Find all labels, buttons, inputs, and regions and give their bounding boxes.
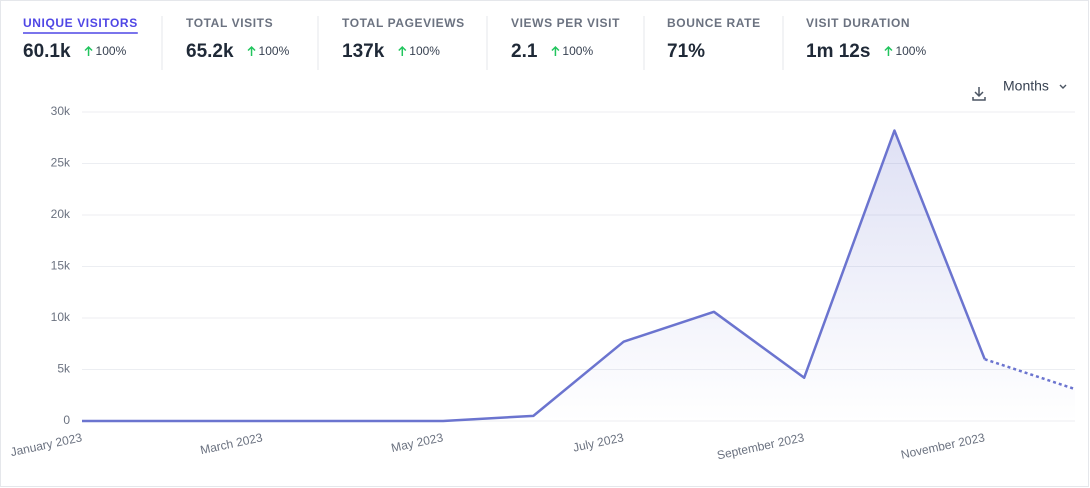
y-tick-label: 5k xyxy=(57,362,71,376)
up-arrow xyxy=(398,45,407,56)
y-tick-label: 30k xyxy=(51,104,71,118)
y-tick-label: 25k xyxy=(51,156,71,170)
incomplete-line xyxy=(984,358,1076,391)
stat-label[interactable]: VIEWS PER VISIT xyxy=(511,16,620,30)
stat-value: 1m 12s xyxy=(806,41,870,62)
up-arrow xyxy=(551,45,560,56)
chevron xyxy=(1059,84,1067,89)
stat-change: 100% xyxy=(259,44,290,58)
stat-value: 137k xyxy=(342,41,385,62)
up-arrow xyxy=(84,45,93,56)
interval-select[interactable]: Months xyxy=(1003,78,1049,94)
stat-label[interactable]: TOTAL VISITS xyxy=(186,16,273,30)
stat-value: 65.2k xyxy=(186,41,234,62)
stat-label[interactable]: TOTAL PAGEVIEWS xyxy=(342,16,465,30)
up-arrow xyxy=(884,45,893,56)
stat-change: 100% xyxy=(409,44,440,58)
stat-change: 100% xyxy=(96,44,127,58)
y-tick-label: 10k xyxy=(51,310,71,324)
stat-value: 71% xyxy=(667,41,705,62)
line xyxy=(82,129,986,423)
y-tick-label: 15k xyxy=(51,259,71,273)
stat-label[interactable]: BOUNCE RATE xyxy=(667,16,761,30)
stat-value: 2.1 xyxy=(511,41,538,62)
stat-change: 100% xyxy=(895,44,926,58)
stat-value: 60.1k xyxy=(23,41,71,62)
download-icon[interactable] xyxy=(972,87,986,101)
y-tick-label: 20k xyxy=(51,207,71,221)
up-arrow xyxy=(247,45,256,56)
stat-label[interactable]: VISIT DURATION xyxy=(806,16,910,30)
stat-label[interactable]: UNIQUE VISITORS xyxy=(23,16,138,30)
stat-change: 100% xyxy=(562,44,593,58)
y-tick-label: 0 xyxy=(63,413,70,427)
area xyxy=(82,130,1075,422)
